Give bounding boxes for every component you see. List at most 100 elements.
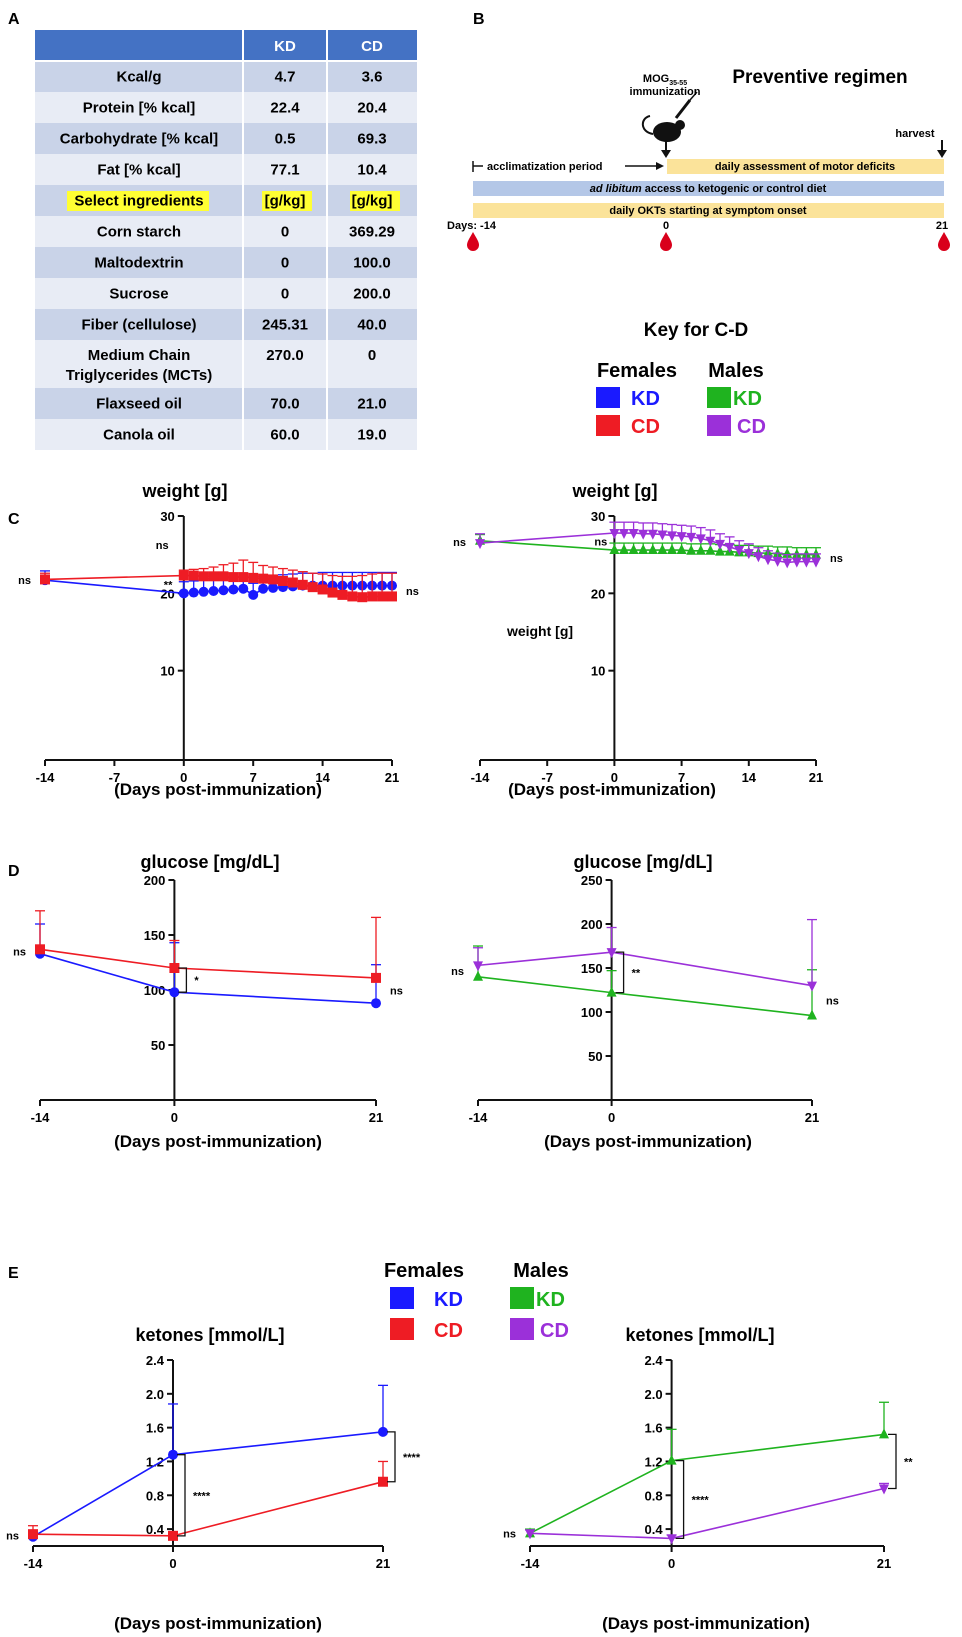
table-cell-cd: 19.0	[357, 427, 386, 444]
table-cell-cd: 69.3	[357, 131, 386, 148]
data-point	[619, 544, 629, 555]
series-line-kd	[39, 952, 377, 1004]
significance-label: ns	[826, 996, 839, 1008]
table-row	[35, 92, 417, 123]
y-tick-label: 1.2	[146, 1454, 164, 1469]
table-cell-kd: [g/kg]	[265, 193, 306, 210]
x-tick-label: 14	[315, 770, 330, 785]
series-line-cd	[477, 951, 813, 987]
key-swatch-cd-female	[596, 415, 620, 436]
table-cell-label: Canola oil	[103, 427, 175, 444]
table-cell-label: Corn starch	[97, 224, 181, 241]
data-point	[743, 549, 754, 560]
data-point	[638, 544, 649, 555]
day-tick-21: 21	[936, 220, 948, 232]
y-tick-label: 2.4	[146, 1353, 165, 1368]
significance-label: **	[904, 1456, 913, 1468]
chart-ketones-males: ketones [mmol/L] (Days post-immunization)…	[503, 1325, 913, 1633]
highlight-mark	[67, 191, 209, 211]
data-point	[724, 542, 735, 553]
table-header-cd: CD	[361, 38, 383, 55]
table-row	[35, 388, 417, 419]
data-point	[178, 588, 189, 599]
data-point	[277, 575, 288, 586]
significance-label: ****	[692, 1495, 710, 1507]
data-point	[258, 573, 269, 584]
table-row	[35, 419, 417, 450]
significance-label: ns	[13, 947, 26, 959]
data-point	[695, 534, 706, 545]
x-tick-label: 21	[809, 770, 823, 785]
key-cd-female-label: CD	[631, 416, 660, 438]
key-e-cd-male-label: CD	[540, 1320, 569, 1342]
table-header-kd: KD	[274, 38, 296, 55]
table-cell-cd: 20.4	[357, 100, 387, 117]
y-tick-label: 30	[160, 509, 174, 524]
data-point	[657, 530, 668, 541]
chart-title: weight [g]	[142, 481, 228, 501]
data-point	[35, 944, 45, 955]
data-point	[734, 546, 745, 557]
diet-label: ad libitum access to ketogenic or contro…	[590, 183, 827, 195]
table-cell-kd: 0	[281, 224, 289, 241]
table-cell-label: Select ingredients	[74, 193, 203, 210]
table-cell-cd: 369.29	[349, 224, 395, 241]
data-point	[28, 1529, 38, 1540]
chart-ketones-females: ketones [mmol/L] (Days post-immunization)…	[6, 1325, 421, 1633]
data-point	[772, 556, 783, 567]
table-cell-cd: [g/kg]	[352, 193, 393, 210]
data-point	[367, 591, 378, 602]
significance-label: ns	[18, 575, 31, 587]
data-point	[198, 571, 209, 582]
panel-letter-d: D	[8, 863, 20, 880]
data-point	[667, 531, 677, 542]
y-tick-label: 200	[581, 917, 603, 932]
panel-letter-a: A	[8, 11, 20, 28]
data-point	[791, 557, 802, 568]
panel-letter-c: C	[8, 511, 20, 528]
data-point	[782, 558, 793, 569]
data-point	[782, 547, 793, 558]
data-point	[606, 986, 617, 997]
data-point	[801, 557, 812, 568]
panel-letter-e: E	[8, 1265, 19, 1282]
key-females-label: Females	[597, 360, 677, 382]
day-tick-m14: -14	[480, 220, 497, 232]
chart-title: weight [g]	[572, 481, 658, 501]
data-point	[879, 1484, 889, 1495]
data-point	[473, 970, 483, 981]
x-axis-label: (Days post-immunization)	[602, 1614, 810, 1633]
key-e-females-label: Females	[384, 1260, 464, 1282]
data-point	[307, 582, 318, 593]
data-point	[238, 572, 249, 583]
data-point	[228, 572, 239, 583]
significance-bracket	[675, 1459, 685, 1540]
y-tick-label: 0.8	[146, 1488, 164, 1503]
table-cell-label: Fat [% kcal]	[97, 162, 180, 179]
data-point	[666, 1534, 677, 1545]
mouse-icon	[641, 115, 685, 142]
table-row	[35, 154, 417, 185]
x-axis-label: (Days post-immunization)	[544, 1132, 752, 1151]
table-cell-kd: 0	[281, 286, 289, 303]
x-tick-label: 0	[668, 1556, 675, 1571]
table-cell-cd: 3.6	[362, 69, 383, 86]
y-tick-label: 20	[160, 586, 174, 601]
x-tick-label: 7	[250, 770, 257, 785]
x-tick-label: -14	[521, 1556, 541, 1571]
y-tick-label: 1.6	[645, 1421, 663, 1436]
data-point	[347, 591, 358, 602]
table-cell-label: Kcal/g	[116, 69, 161, 86]
table-cell-kd: 245.31	[262, 317, 308, 334]
significance-bracket	[387, 1431, 396, 1483]
key-cd-male-label: CD	[737, 416, 766, 438]
preventive-regimen-timeline: Preventive regimen MOG35-55 immunization…	[447, 67, 950, 251]
data-point	[238, 583, 249, 594]
data-point	[647, 529, 658, 540]
table-cell-kd: 4.7	[275, 69, 296, 86]
significance-label: ****	[403, 1452, 421, 1464]
chart-title: glucose [mg/dL]	[141, 852, 280, 872]
significance-bracket	[177, 1454, 186, 1537]
data-point	[357, 592, 368, 603]
data-point	[647, 544, 658, 555]
